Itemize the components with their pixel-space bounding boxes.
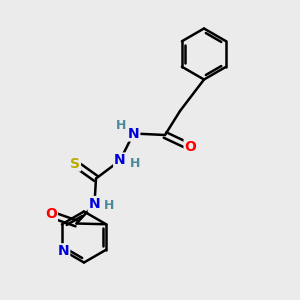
Text: O: O <box>184 140 196 154</box>
Text: S: S <box>70 157 80 170</box>
Text: O: O <box>45 208 57 221</box>
Text: H: H <box>130 157 140 170</box>
Text: H: H <box>116 118 126 132</box>
Text: N: N <box>58 244 69 258</box>
Text: H: H <box>104 199 115 212</box>
Text: N: N <box>128 127 139 140</box>
Text: N: N <box>89 197 100 211</box>
Text: N: N <box>114 154 126 167</box>
